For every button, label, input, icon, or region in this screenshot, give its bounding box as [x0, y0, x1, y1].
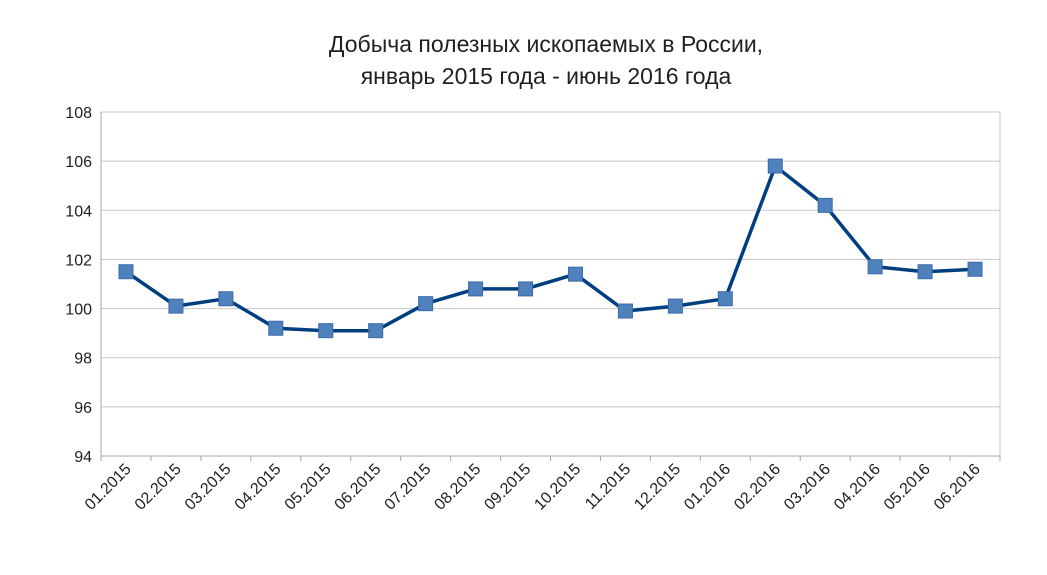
- data-point-marker: [717, 291, 733, 307]
- x-tick-label: 06.2015: [332, 461, 385, 514]
- data-point-marker: [418, 296, 434, 312]
- data-point-marker: [218, 291, 234, 307]
- y-tick-label: 108: [65, 105, 92, 122]
- chart-title-line-1: Добыча полезных ископаемых в России,: [329, 31, 763, 57]
- y-tick-label: 100: [65, 302, 92, 319]
- data-point-marker: [318, 323, 334, 339]
- y-tick-label: 94: [74, 449, 92, 466]
- y-tick-label: 98: [74, 351, 92, 368]
- data-point-marker: [767, 158, 783, 174]
- x-axis-tick-labels: 01.201502.201503.201504.201505.201506.20…: [82, 461, 984, 514]
- y-axis-tick-labels: 94 96 98 100 102 104 106 108: [65, 105, 92, 466]
- series-layer: [118, 158, 983, 339]
- x-tick-label: 04.2016: [831, 461, 884, 514]
- x-tick-label: 02.2016: [731, 461, 784, 514]
- x-tick-label: 10.2015: [531, 461, 584, 514]
- data-point-marker: [667, 298, 683, 314]
- x-tick-label: 06.2016: [931, 461, 984, 514]
- x-tick-label: 01.2015: [82, 461, 135, 514]
- y-tick-label: 102: [65, 252, 92, 269]
- x-tick-label: 02.2015: [132, 461, 185, 514]
- y-tick-label: 104: [65, 203, 92, 220]
- x-tick-label: 07.2015: [382, 461, 435, 514]
- x-tick-label: 05.2015: [282, 461, 335, 514]
- chart-title-line-2: январь 2015 года - июнь 2016 года: [361, 63, 732, 89]
- data-point-marker: [518, 281, 534, 297]
- series-line: [125, 164, 976, 333]
- axes: [100, 112, 1001, 461]
- data-point-marker: [468, 281, 484, 297]
- x-tick-label: 03.2015: [182, 461, 235, 514]
- data-point-marker: [268, 320, 284, 336]
- x-tick-label: 12.2015: [631, 461, 684, 514]
- y-tick-label: 106: [65, 154, 92, 171]
- data-point-marker: [118, 264, 134, 280]
- data-point-marker: [967, 261, 983, 277]
- x-tick-label: 04.2015: [232, 461, 285, 514]
- data-point-marker: [917, 264, 933, 280]
- x-tick-label: 08.2015: [431, 461, 484, 514]
- data-point-marker: [617, 303, 633, 319]
- x-tick-label: 05.2016: [881, 461, 934, 514]
- data-point-marker: [567, 266, 583, 282]
- y-tick-label: 96: [74, 400, 92, 417]
- x-tick-label: 03.2016: [781, 461, 834, 514]
- data-point-marker: [368, 323, 384, 339]
- data-point-marker: [168, 298, 184, 314]
- data-point-marker: [817, 197, 833, 213]
- grid-lines: [101, 111, 1000, 457]
- x-tick-label: 09.2015: [481, 461, 534, 514]
- data-point-marker: [867, 259, 883, 275]
- x-tick-label: 01.2016: [681, 461, 734, 514]
- x-tick-label: 11.2015: [582, 461, 634, 513]
